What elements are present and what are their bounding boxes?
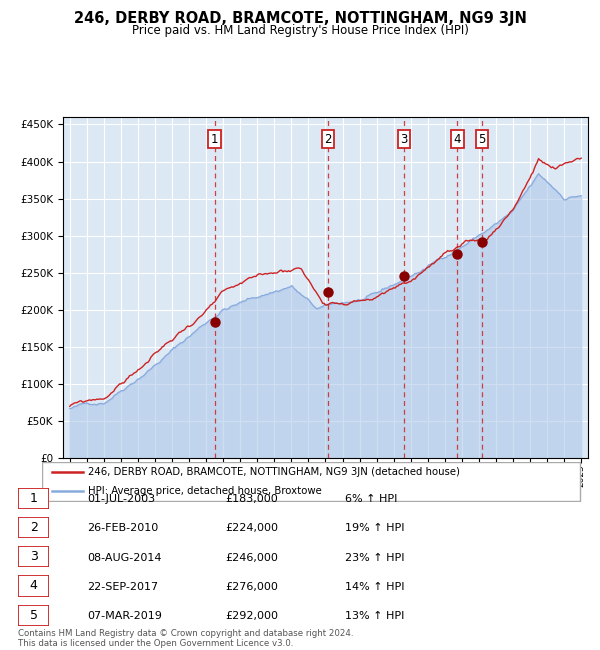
Text: £224,000: £224,000: [225, 523, 278, 534]
Text: HPI: Average price, detached house, Broxtowe: HPI: Average price, detached house, Brox…: [88, 486, 322, 496]
FancyBboxPatch shape: [18, 546, 49, 567]
Text: £246,000: £246,000: [225, 552, 278, 563]
Text: 22-SEP-2017: 22-SEP-2017: [87, 582, 158, 592]
Text: 4: 4: [29, 580, 38, 593]
Text: 5: 5: [29, 608, 38, 621]
Text: 246, DERBY ROAD, BRAMCOTE, NOTTINGHAM, NG9 3JN: 246, DERBY ROAD, BRAMCOTE, NOTTINGHAM, N…: [74, 11, 526, 26]
Text: 5: 5: [478, 133, 485, 146]
Text: 07-MAR-2019: 07-MAR-2019: [87, 611, 162, 621]
FancyBboxPatch shape: [18, 488, 49, 509]
FancyBboxPatch shape: [42, 462, 580, 501]
Text: 14% ↑ HPI: 14% ↑ HPI: [345, 582, 404, 592]
Text: 26-FEB-2010: 26-FEB-2010: [87, 523, 158, 534]
Text: 2: 2: [29, 521, 38, 534]
Text: £292,000: £292,000: [225, 611, 278, 621]
Text: 2: 2: [325, 133, 332, 146]
Text: 19% ↑ HPI: 19% ↑ HPI: [345, 523, 404, 534]
FancyBboxPatch shape: [18, 604, 49, 626]
Text: 1: 1: [211, 133, 218, 146]
Text: 1: 1: [29, 491, 38, 504]
FancyBboxPatch shape: [18, 517, 49, 538]
FancyBboxPatch shape: [18, 575, 49, 597]
Text: 4: 4: [454, 133, 461, 146]
Text: 23% ↑ HPI: 23% ↑ HPI: [345, 552, 404, 563]
Text: 01-JUL-2003: 01-JUL-2003: [87, 494, 155, 504]
Text: 6% ↑ HPI: 6% ↑ HPI: [345, 494, 397, 504]
Text: Contains HM Land Registry data © Crown copyright and database right 2024.
This d: Contains HM Land Registry data © Crown c…: [18, 629, 353, 648]
Text: 08-AUG-2014: 08-AUG-2014: [87, 552, 161, 563]
Text: £276,000: £276,000: [225, 582, 278, 592]
Text: 13% ↑ HPI: 13% ↑ HPI: [345, 611, 404, 621]
Text: £183,000: £183,000: [225, 494, 278, 504]
Text: Price paid vs. HM Land Registry's House Price Index (HPI): Price paid vs. HM Land Registry's House …: [131, 24, 469, 37]
Text: 246, DERBY ROAD, BRAMCOTE, NOTTINGHAM, NG9 3JN (detached house): 246, DERBY ROAD, BRAMCOTE, NOTTINGHAM, N…: [88, 467, 460, 477]
Text: 3: 3: [29, 550, 38, 563]
Text: 3: 3: [400, 133, 407, 146]
